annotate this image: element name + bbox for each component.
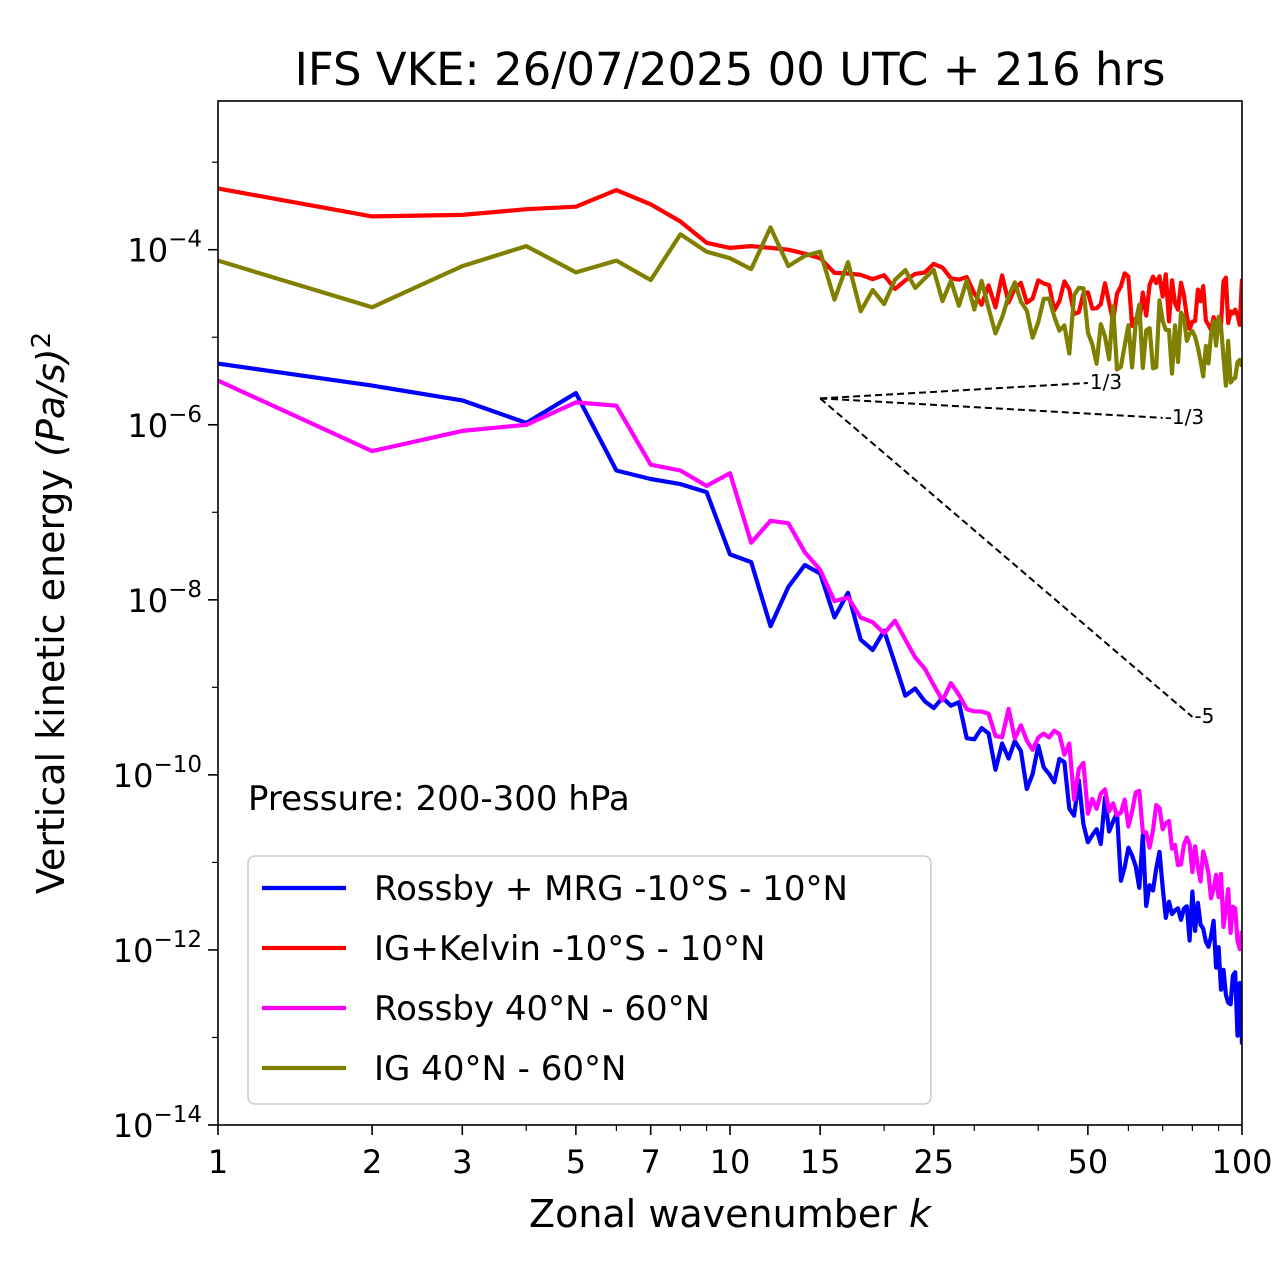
y-axis-label: Vertical kinetic energy (Pa/s)2 — [27, 332, 73, 894]
legend-label-4: IG 40°N - 60°N — [374, 1049, 626, 1089]
chart-title: IFS VKE: 26/07/2025 00 UTC + 216 hrs — [295, 43, 1166, 96]
y-tick-label-1: 10−4 — [127, 227, 202, 270]
legend-label-3: Rossby 40°N - 60°N — [374, 989, 710, 1029]
x-tick-label-9: 50 — [1068, 1143, 1109, 1181]
x-tick-label-10: 100 — [1211, 1143, 1272, 1181]
x-tick-label-6: 10 — [710, 1143, 751, 1181]
reference-slope-label-1: 1/3 — [1090, 370, 1122, 394]
legend-label-2: IG+Kelvin -10°S - 10°N — [374, 929, 765, 969]
x-tick-label-5: 7 — [641, 1143, 661, 1181]
x-tick-label-7: 15 — [800, 1143, 841, 1181]
legend-label-1: Rossby + MRG -10°S - 10°N — [374, 869, 848, 909]
series-line-4 — [218, 225, 1242, 388]
x-tick-label-3: 3 — [452, 1143, 472, 1181]
pressure-annotation: Pressure: 200-300 hPa — [248, 779, 630, 819]
reference-slope-line-1 — [820, 382, 1088, 400]
y-tick-label-2: 10−6 — [127, 402, 202, 445]
series-line-3 — [218, 378, 1242, 952]
series-line-1 — [218, 361, 1242, 1045]
y-tick-label-5: 10−12 — [113, 927, 202, 970]
y-tick-label-3: 10−8 — [127, 577, 202, 620]
x-tick-label-1: 1 — [208, 1143, 228, 1181]
legend: Rossby + MRG -10°S - 10°N IG+Kelvin -10°S… — [247, 855, 932, 1105]
series-line-2 — [218, 186, 1242, 332]
x-tick-label-8: 25 — [913, 1143, 954, 1181]
reference-slope-line-2 — [820, 397, 1163, 419]
x-axis-label: Zonal wavenumber k — [529, 1192, 933, 1236]
legend-box — [247, 855, 932, 1105]
x-tick-label-4: 5 — [566, 1143, 586, 1181]
reference-slope-layer: 1/3 -1/3 -5 — [819, 370, 1214, 728]
reference-slope-label-2: -1/3 — [1165, 405, 1204, 429]
ticks-layer: 1 2 3 5 7 10 15 25 50 100 10−4 10−6 10−8 10−10 10−12 10… — [113, 161, 1273, 1181]
y-tick-label-4: 10−10 — [113, 752, 202, 795]
reference-slope-line-3 — [819, 397, 1194, 718]
reference-slope-label-3: -5 — [1194, 704, 1214, 728]
x-tick-label-2: 2 — [362, 1143, 382, 1181]
series-layer — [218, 186, 1242, 1045]
y-tick-label-6: 10−14 — [113, 1102, 202, 1145]
